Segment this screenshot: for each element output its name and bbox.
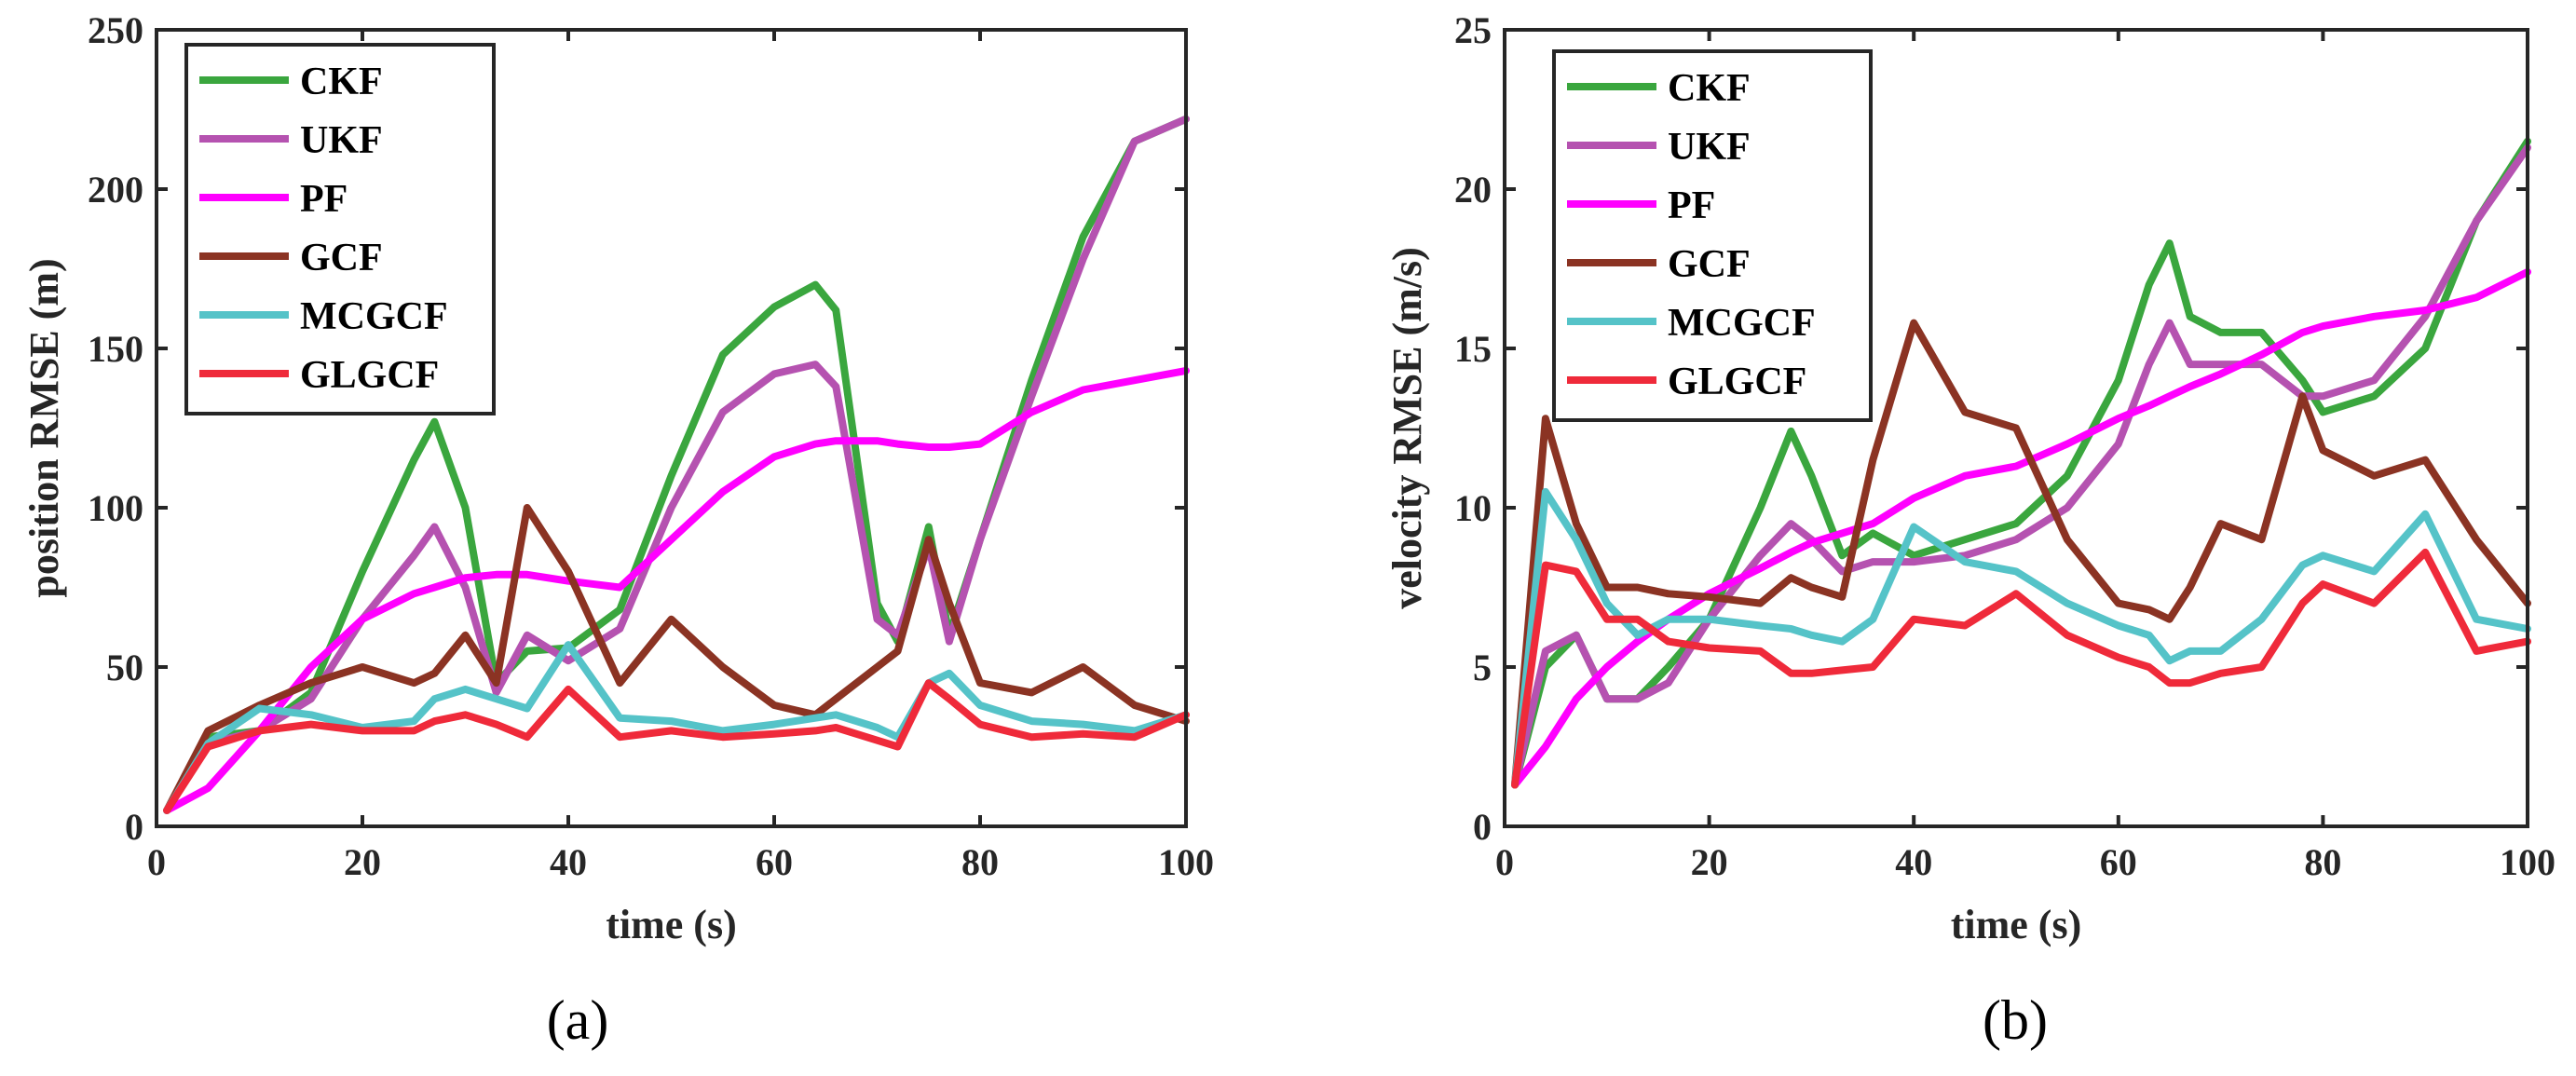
legend-label-mcgcf: MCGCF bbox=[1668, 302, 1816, 345]
series-line-ukf bbox=[1511, 143, 2531, 789]
x-tick-label: 20 bbox=[344, 841, 381, 883]
y-tick-label: 5 bbox=[1473, 647, 1492, 688]
series-line-pf bbox=[163, 366, 1190, 814]
plot-area-b: 0 20 40 60 80 100 0 5 10 15 20 25 bbox=[1454, 9, 2556, 883]
legend-box bbox=[1552, 49, 1873, 422]
panel-b: 0 20 40 60 80 100 0 5 10 15 20 25 time (s) velocity… bbox=[1384, 9, 2556, 1051]
series-line-mcgcf bbox=[163, 641, 1190, 814]
x-tick-label: 80 bbox=[2304, 841, 2341, 883]
axes-frame-b bbox=[1503, 28, 2529, 828]
x-tick-label: 100 bbox=[2500, 841, 2556, 883]
y-tick-label: 0 bbox=[125, 806, 143, 848]
series-group-a bbox=[163, 115, 1190, 814]
x-tick-label: 100 bbox=[1158, 841, 1214, 883]
series-line-ukf bbox=[163, 115, 1190, 814]
legend-label-ukf: UKF bbox=[1668, 126, 1751, 169]
legend-label-glgcf: GLGCF bbox=[300, 354, 439, 397]
legend-box bbox=[184, 43, 496, 415]
x-tick-label: 0 bbox=[1495, 841, 1514, 883]
series-line-glgcf bbox=[163, 679, 1190, 814]
legend-label-glgcf: GLGCF bbox=[1668, 361, 1806, 403]
legend-label-pf: PF bbox=[300, 178, 348, 221]
x-tick-label: 60 bbox=[2100, 841, 2137, 883]
y-tick-label: 100 bbox=[88, 487, 143, 529]
x-axis-label-b: time (s) bbox=[1951, 902, 2082, 947]
legend-label-gcf: GCF bbox=[300, 237, 383, 279]
x-tick-label: 40 bbox=[550, 841, 587, 883]
y-tick-label: 0 bbox=[1473, 806, 1492, 848]
series-line-gcf bbox=[163, 504, 1190, 814]
series-line-glgcf bbox=[1511, 548, 2531, 789]
y-tick-label: 150 bbox=[88, 328, 143, 370]
y-axis-label-a: position RMSE (m) bbox=[21, 258, 67, 597]
x-tick-label: 0 bbox=[147, 841, 166, 883]
ticks-group-b: 0 20 40 60 80 100 0 5 10 15 20 25 bbox=[1454, 9, 2556, 883]
x-tick-label: 80 bbox=[961, 841, 999, 883]
y-axis-label-b: velocity RMSE (m/s) bbox=[1384, 247, 1430, 609]
legend-label-pf: PF bbox=[1668, 184, 1715, 227]
legend-label-ckf: CKF bbox=[1668, 67, 1751, 110]
legend-label-ckf: CKF bbox=[300, 61, 383, 103]
x-tick-label: 60 bbox=[756, 841, 793, 883]
panel-label-a: (a) bbox=[547, 989, 609, 1051]
legend-label-mcgcf: MCGCF bbox=[300, 295, 448, 338]
y-tick-label: 15 bbox=[1454, 328, 1492, 370]
legend-label-gcf: GCF bbox=[1668, 243, 1751, 286]
x-axis-label-a: time (s) bbox=[606, 902, 737, 947]
series-group-b bbox=[1511, 137, 2531, 789]
axes-frame-a bbox=[155, 28, 1188, 828]
plot-area-a: 0 20 40 60 80 100 0 50 100 150 200 250 bbox=[88, 9, 1214, 883]
ticks-group-a: 0 20 40 60 80 100 0 50 100 150 200 250 bbox=[88, 9, 1214, 883]
series-line-gcf bbox=[1511, 319, 2531, 789]
panel-label-b: (b) bbox=[1983, 989, 2048, 1051]
legend-label-ukf: UKF bbox=[300, 119, 383, 162]
y-tick-label: 20 bbox=[1454, 169, 1492, 211]
x-tick-label: 20 bbox=[1691, 841, 1728, 883]
y-tick-label: 200 bbox=[88, 169, 143, 211]
legend-a: CKF UKF PF GCF MCGCF GLGCF bbox=[184, 43, 496, 415]
x-tick-label: 40 bbox=[1895, 841, 1932, 883]
panel-a: 0 20 40 60 80 100 0 50 100 150 200 250 time (s) pos… bbox=[21, 9, 1214, 1051]
y-tick-label: 10 bbox=[1454, 487, 1492, 529]
y-tick-label: 50 bbox=[106, 647, 143, 688]
y-tick-label: 25 bbox=[1454, 9, 1492, 51]
y-tick-label: 250 bbox=[88, 9, 143, 51]
legend-b: CKF UKF PF GCF MCGCF GLGCF bbox=[1552, 49, 1873, 422]
